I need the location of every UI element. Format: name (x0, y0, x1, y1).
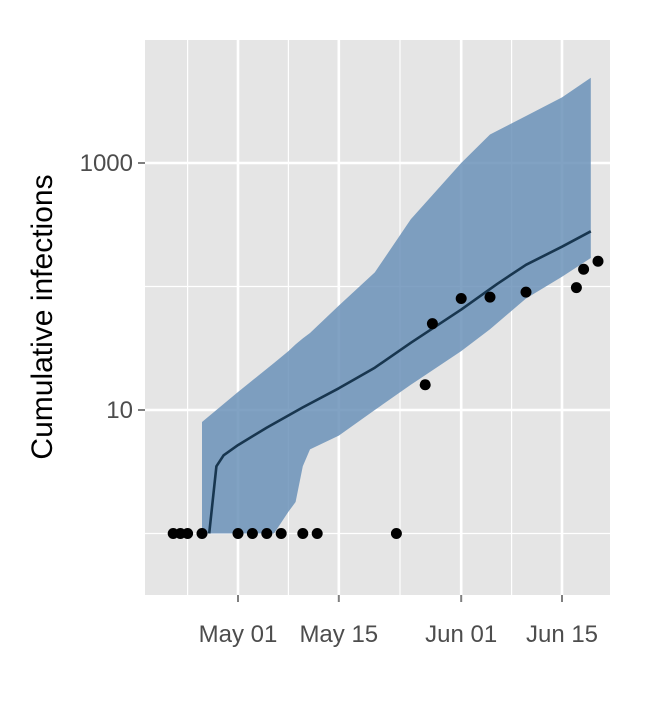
data-point (182, 528, 194, 539)
x-axis: May 01 May 15 Jun 01 Jun 15 (199, 595, 598, 648)
data-point (592, 255, 604, 267)
y-axis: 10 1000 (80, 150, 145, 424)
data-point (232, 528, 244, 539)
median-line-layer (207, 230, 592, 534)
x-tick-label: Jun 15 (526, 621, 598, 648)
x-tick-label: May 15 (299, 621, 378, 648)
x-tick-label: May 01 (199, 621, 278, 648)
median-line (207, 230, 592, 534)
observed-points-layer (167, 255, 604, 539)
x-tick-label: Jun 01 (425, 621, 497, 648)
data-point (275, 528, 287, 539)
data-point (297, 528, 309, 539)
data-point (246, 528, 258, 539)
data-point (520, 286, 532, 298)
data-point (261, 528, 273, 539)
y-tick-label: 1000 (80, 150, 133, 177)
confidence-band (202, 77, 591, 534)
data-point (455, 292, 467, 304)
confidence-band-layer (202, 77, 591, 534)
data-point (578, 263, 590, 275)
data-point (426, 318, 438, 330)
data-point (311, 528, 323, 539)
data-point (196, 528, 208, 539)
data-point (570, 282, 582, 294)
data-point (484, 291, 496, 303)
y-axis-title: Cumulative infections (26, 174, 59, 459)
y-tick-label: 10 (106, 397, 133, 424)
data-point (390, 528, 402, 539)
data-point (419, 379, 431, 391)
